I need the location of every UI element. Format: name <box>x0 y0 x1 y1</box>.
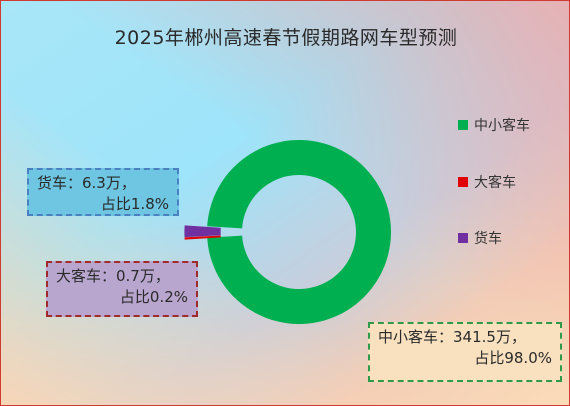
legend-label-0: 中小客车 <box>474 118 530 134</box>
callout-truck-line2: 占比1.8% <box>100 195 169 213</box>
legend-item-0: 中小客车 <box>458 115 558 135</box>
callout-bus-line1: 大客车：0.7万， <box>56 267 170 285</box>
callout-bus: 大客车：0.7万， 占比0.2% <box>46 261 198 317</box>
legend-label-1: 大客车 <box>474 175 516 191</box>
callout-small-line1: 中小客车：341.5万， <box>378 328 526 346</box>
legend-swatch-0 <box>458 120 468 130</box>
legend-label-2: 货车 <box>474 231 502 247</box>
legend-item-2: 货车 <box>458 228 558 248</box>
chart-title: 2025年郴州高速春节假期路网车型预测 <box>114 27 458 49</box>
callout-truck: 货车：6.3万， 占比1.8% <box>27 168 179 216</box>
legend-swatch-2 <box>458 233 468 243</box>
callout-truck-line1: 货车：6.3万， <box>37 174 136 192</box>
slice-0 <box>207 140 391 324</box>
legend-swatch-1 <box>458 177 468 187</box>
callout-bus-line2: 占比0.2% <box>119 288 188 306</box>
slice-2 <box>184 225 221 238</box>
legend-item-1: 大客车 <box>458 172 558 192</box>
callout-small-car: 中小客车：341.5万， 占比98.0% <box>368 322 562 382</box>
callout-small-line2: 占比98.0% <box>474 349 552 367</box>
slice-1 <box>184 235 221 240</box>
